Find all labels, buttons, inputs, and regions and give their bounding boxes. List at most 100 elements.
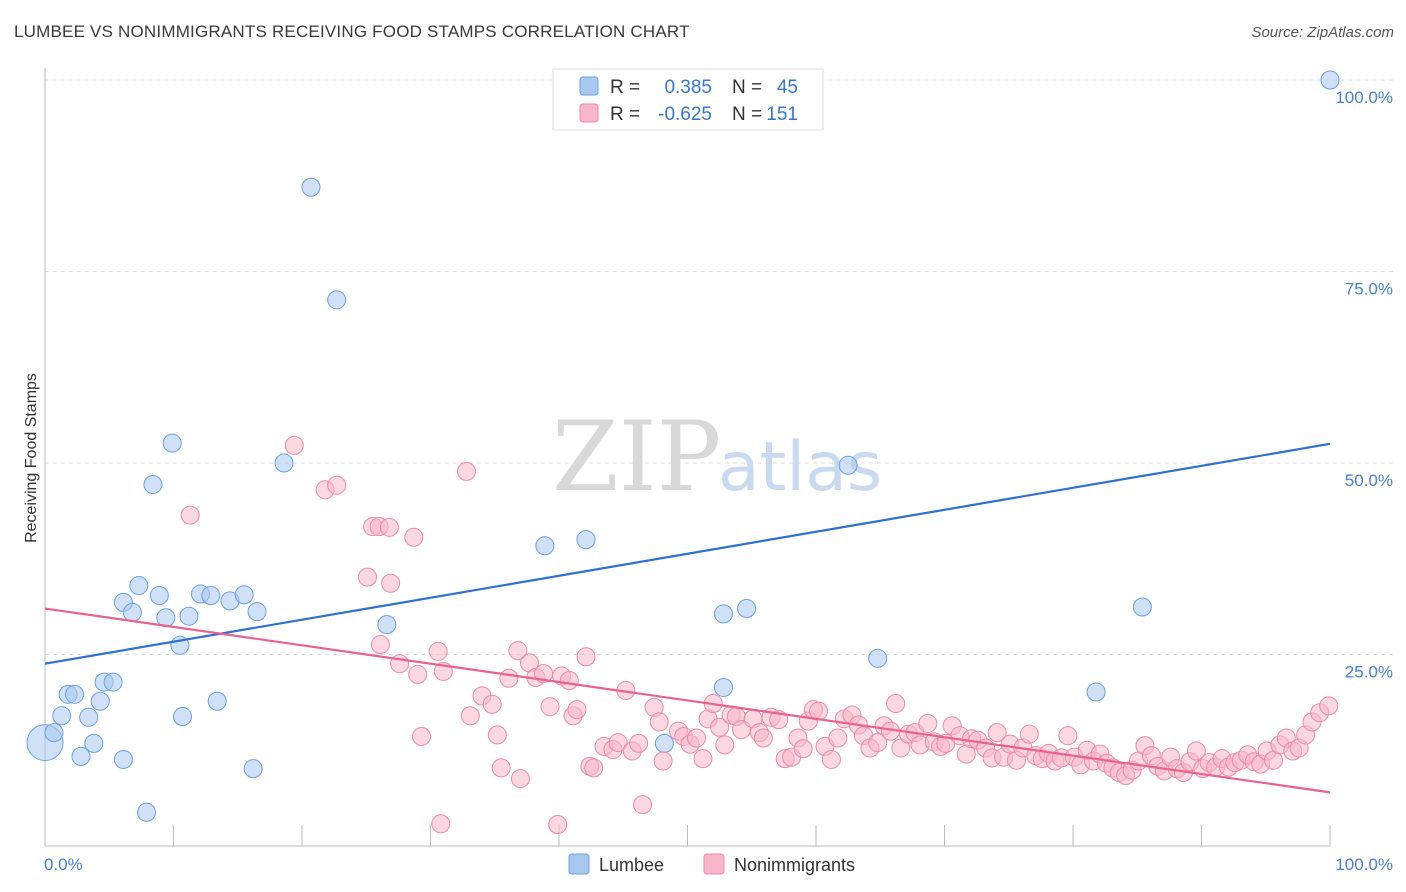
nonimmigrants-point-104 xyxy=(1019,724,1039,744)
lumbee-point-41 xyxy=(868,648,888,668)
nonimmigrants-point-37 xyxy=(584,758,604,778)
lumbee-point-17 xyxy=(149,586,169,606)
nonimmigrants-point-16 xyxy=(431,814,451,834)
axes xyxy=(44,68,1331,847)
nonimmigrants-point-52 xyxy=(693,749,713,769)
watermark-zip: ZIP xyxy=(552,401,721,513)
nonimmigrants-point-73 xyxy=(821,749,841,769)
nonimmigrants-trend-line xyxy=(44,607,1331,794)
nonimmigrants-point-68 xyxy=(793,739,813,759)
y-tick-label-3: 100.0% xyxy=(1335,88,1393,107)
nonimmigrants-point-8 xyxy=(370,635,390,655)
nonimmigrants-point-110 xyxy=(1058,726,1078,746)
chart-title: LUMBEE VS NONIMMIGRANTS RECEIVING FOOD S… xyxy=(14,22,690,41)
lumbee-point-21 xyxy=(172,707,192,727)
series-nonimmigrants xyxy=(180,435,1339,835)
x-tick-labels: 0.0% 100.0% xyxy=(44,855,1393,874)
nonimmigrants-point-99 xyxy=(987,723,1007,743)
nonimmigrants-point-13 xyxy=(412,726,432,746)
nonimmigrants-point-150 xyxy=(1319,696,1339,716)
legend-n-value-lumbee: 45 xyxy=(777,77,798,98)
lumbee-point-24 xyxy=(201,586,221,606)
nonimmigrants-point-35 xyxy=(576,647,596,667)
series-lumbee xyxy=(26,70,1340,822)
nonimmigrants-point-24 xyxy=(508,641,528,661)
y-tick-label-0: 25.0% xyxy=(1345,663,1393,682)
legend-n-value-nonimmigrants: 151 xyxy=(766,104,798,125)
legend-r-value-nonimmigrants: -0.625 xyxy=(658,104,712,125)
lumbee-point-19 xyxy=(162,433,182,453)
nonimmigrants-point-7 xyxy=(358,567,378,587)
nonimmigrants-point-6 xyxy=(379,517,399,537)
legend-swatch-lumbee xyxy=(579,76,599,96)
lumbee-point-37 xyxy=(713,604,733,624)
lumbee-point-2 xyxy=(52,706,72,726)
bottom-legend-label-nonimmigrants: Nonimmigrants xyxy=(734,855,855,875)
nonimmigrants-point-23 xyxy=(499,668,519,688)
nonimmigrants-point-47 xyxy=(653,751,673,771)
nonimmigrants-point-22 xyxy=(491,758,511,778)
lumbee-point-5 xyxy=(71,746,91,766)
nonimmigrants-point-14 xyxy=(428,641,448,661)
nonimmigrants-point-74 xyxy=(828,728,848,748)
y-axis-label: Receiving Food Stamps xyxy=(23,373,40,543)
nonimmigrants-point-9 xyxy=(381,573,401,593)
legend-r-value-lumbee: 0.385 xyxy=(664,77,712,98)
lumbee-point-11 xyxy=(113,749,133,769)
lumbee-point-22 xyxy=(179,606,199,626)
lumbee-point-14 xyxy=(129,576,149,596)
nonimmigrants-point-46 xyxy=(649,712,669,732)
nonimmigrants-point-0 xyxy=(180,505,200,525)
bottom-legend-swatch-nonimmigrants xyxy=(703,853,725,875)
nonimmigrants-point-88 xyxy=(918,713,938,733)
lumbee-point-10 xyxy=(103,672,123,692)
lumbee-point-29 xyxy=(247,602,267,622)
data-points xyxy=(26,70,1340,835)
lumbee-point-44 xyxy=(1320,70,1340,90)
watermark: ZIP atlas xyxy=(552,401,882,513)
lumbee-point-34 xyxy=(535,536,555,556)
legend: R = 0.385 N = 45 R = -0.625 N = 151 xyxy=(552,68,824,131)
lumbee-point-25 xyxy=(207,691,227,711)
x-tick-label-0: 0.0% xyxy=(44,855,83,874)
lumbee-point-15 xyxy=(137,802,157,822)
lumbee-point-35 xyxy=(576,530,596,550)
lumbee-point-1 xyxy=(44,723,64,743)
lumbee-point-7 xyxy=(84,733,104,753)
nonimmigrants-point-17 xyxy=(456,461,476,481)
nonimmigrants-point-80 xyxy=(868,733,888,753)
x-tick-label-1: 100.0% xyxy=(1335,855,1393,874)
y-tick-labels: 25.0% 50.0% 75.0% 100.0% xyxy=(1335,88,1393,682)
nonimmigrants-point-51 xyxy=(686,728,706,748)
nonimmigrants-point-18 xyxy=(460,706,480,726)
grid-lines xyxy=(45,79,1394,655)
legend-swatch-nonimmigrants xyxy=(579,103,599,123)
legend-n-label-lumbee: N = xyxy=(732,77,762,98)
lumbee-point-16 xyxy=(143,474,163,494)
nonimmigrants-point-25 xyxy=(510,769,530,789)
bottom-legend-label-lumbee: Lumbee xyxy=(599,855,664,875)
bottom-legend: Lumbee Nonimmigrants xyxy=(568,853,855,875)
nonimmigrants-point-130 xyxy=(1186,741,1206,761)
trend-lines xyxy=(44,442,1331,794)
lumbee-point-36 xyxy=(654,733,674,753)
nonimmigrants-point-1 xyxy=(284,435,304,455)
nonimmigrants-point-55 xyxy=(710,717,730,737)
nonimmigrants-point-20 xyxy=(482,694,502,714)
lumbee-point-30 xyxy=(274,453,294,473)
lumbee-point-43 xyxy=(1132,597,1152,617)
nonimmigrants-point-29 xyxy=(540,697,560,717)
lumbee-point-27 xyxy=(234,585,254,605)
nonimmigrants-point-56 xyxy=(715,735,735,755)
nonimmigrants-point-40 xyxy=(608,733,628,753)
lumbee-point-4 xyxy=(65,684,85,704)
lumbee-point-42 xyxy=(1086,682,1106,702)
bottom-legend-swatch-lumbee xyxy=(568,853,590,875)
legend-r-label-lumbee: R = xyxy=(610,77,640,98)
lumbee-point-8 xyxy=(90,691,110,711)
lumbee-point-38 xyxy=(737,599,757,619)
legend-r-label-nonimmigrants: R = xyxy=(610,104,640,125)
legend-n-label-nonimmigrants: N = xyxy=(732,104,762,125)
nonimmigrants-point-11 xyxy=(404,527,424,547)
